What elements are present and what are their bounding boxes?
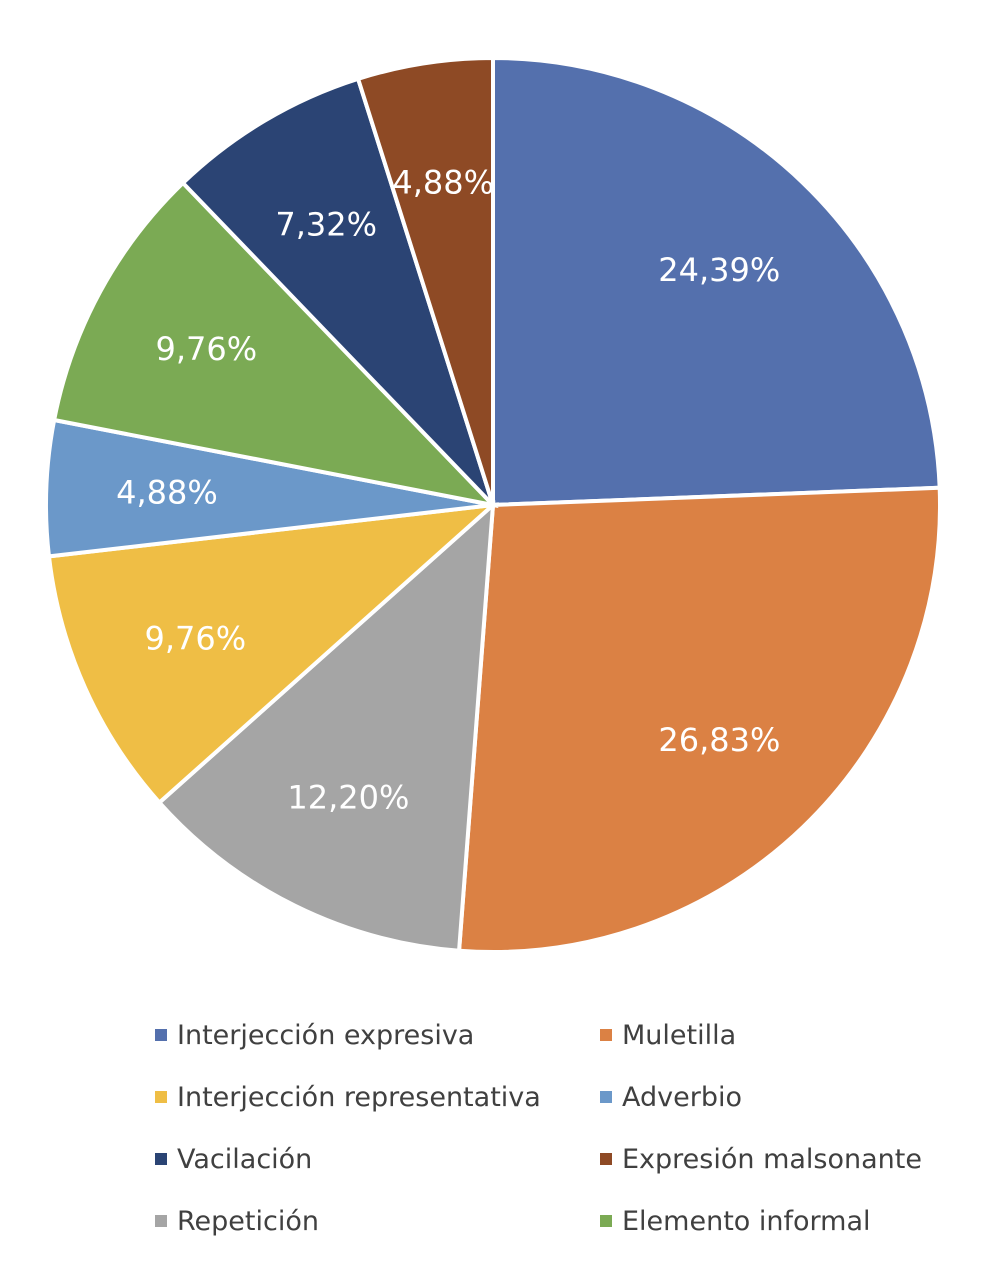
data-label-elemento-informal: 9,76% (155, 330, 257, 368)
data-label-muletilla: 26,83% (658, 721, 780, 759)
pie-slice-expresion-malsonante (355, 55, 495, 506)
pie-slice-vacilacion (180, 76, 495, 507)
data-label-repeticion: 12,20% (287, 779, 409, 817)
pie-data-labels: 24,39% 26,83% 12,20% 9,76% 4,88% 9,76% 7,32% 4,… (116, 164, 780, 817)
data-label-interjeccion-expresiva: 24,39% (658, 251, 780, 289)
data-label-expresion-malsonante: 4,88% (392, 164, 494, 202)
data-label-adverbio: 4,88% (116, 474, 218, 512)
pie-slice-muletilla (456, 485, 942, 954)
pie-slice-repeticion (156, 500, 496, 953)
data-label-interjeccion-representativa: 9,76% (144, 620, 246, 658)
data-label-vacilacion: 7,32% (275, 206, 377, 244)
pie-slice-interjeccion-expresiva (491, 55, 942, 508)
pie-slices (44, 55, 942, 954)
pie-slice-interjeccion-representativa (46, 502, 500, 806)
pie-slice-elemento-informal (51, 180, 499, 509)
